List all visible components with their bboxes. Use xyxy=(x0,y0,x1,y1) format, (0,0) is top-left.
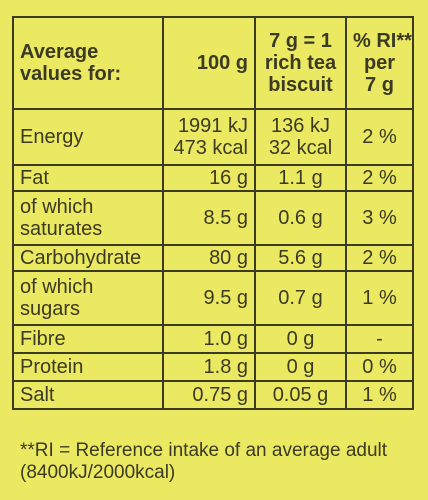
reference-intake-footnote: **RI = Reference intake of an average ad… xyxy=(20,440,388,483)
value-per-biscuit: 0 g xyxy=(254,324,347,354)
value-ri: 3 % xyxy=(345,190,414,246)
value-per-100g: 0.75 g xyxy=(162,380,256,410)
row-label: Protein xyxy=(12,352,164,382)
table-row-carbohydrate: Carbohydrate 80 g 5.6 g 2 % xyxy=(12,244,414,272)
value-ri: 0 % xyxy=(345,352,414,382)
row-label: Salt xyxy=(12,380,164,410)
table-row-saturates: of which saturates 8.5 g 0.6 g 3 % xyxy=(12,190,414,246)
value-per-biscuit: 0 g xyxy=(254,352,347,382)
header-per-biscuit: 7 g = 1 rich tea biscuit xyxy=(254,16,347,110)
value-per-100g: 8.5 g xyxy=(162,190,256,246)
value-per-100g: 1.0 g xyxy=(162,324,256,354)
value-per-100g: 80 g xyxy=(162,244,256,272)
row-label: Fat xyxy=(12,164,164,192)
value-ri: - xyxy=(345,324,414,354)
row-label: of which sugars xyxy=(12,270,164,326)
value-per-100g: 16 g xyxy=(162,164,256,192)
table-header-row: Average values for: 100 g 7 g = 1 rich t… xyxy=(12,16,414,110)
table-row-salt: Salt 0.75 g 0.05 g 1 % xyxy=(12,380,414,410)
table-row-fat: Fat 16 g 1.1 g 2 % xyxy=(12,164,414,192)
row-label: of which saturates xyxy=(12,190,164,246)
value-per-100g: 1991 kJ 473 kcal xyxy=(162,108,256,166)
value-per-biscuit: 136 kJ 32 kcal xyxy=(254,108,347,166)
value-per-biscuit: 0.05 g xyxy=(254,380,347,410)
value-per-biscuit: 0.6 g xyxy=(254,190,347,246)
header-per-100g: 100 g xyxy=(162,16,256,110)
header-ri-per-7g: % RI** per 7 g xyxy=(345,16,414,110)
row-label: Fibre xyxy=(12,324,164,354)
header-average-values: Average values for: xyxy=(12,16,164,110)
table-row-energy: Energy 1991 kJ 473 kcal 136 kJ 32 kcal 2… xyxy=(12,108,414,166)
value-ri: 2 % xyxy=(345,108,414,166)
nutrition-table: Average values for: 100 g 7 g = 1 rich t… xyxy=(12,16,414,410)
value-ri: 1 % xyxy=(345,270,414,326)
value-per-biscuit: 1.1 g xyxy=(254,164,347,192)
value-per-100g: 9.5 g xyxy=(162,270,256,326)
table-row-fibre: Fibre 1.0 g 0 g - xyxy=(12,324,414,354)
row-label: Energy xyxy=(12,108,164,166)
row-label: Carbohydrate xyxy=(12,244,164,272)
value-ri: 2 % xyxy=(345,164,414,192)
value-per-biscuit: 5.6 g xyxy=(254,244,347,272)
value-ri: 2 % xyxy=(345,244,414,272)
table-row-sugars: of which sugars 9.5 g 0.7 g 1 % xyxy=(12,270,414,326)
value-ri: 1 % xyxy=(345,380,414,410)
table-row-protein: Protein 1.8 g 0 g 0 % xyxy=(12,352,414,382)
value-per-biscuit: 0.7 g xyxy=(254,270,347,326)
value-per-100g: 1.8 g xyxy=(162,352,256,382)
